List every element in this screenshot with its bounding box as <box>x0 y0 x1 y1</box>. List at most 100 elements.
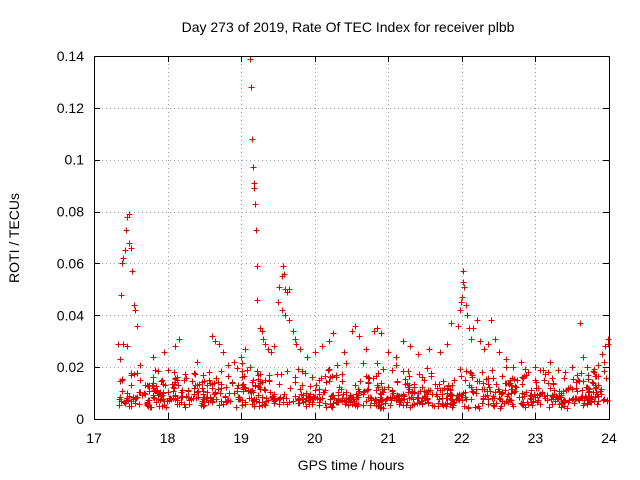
data-point <box>279 307 286 314</box>
data-point <box>393 354 400 361</box>
data-point <box>247 56 254 63</box>
data-point <box>455 323 462 330</box>
data-point <box>209 333 216 340</box>
data-point <box>309 374 316 381</box>
data-point <box>120 255 127 262</box>
data-point <box>591 369 598 376</box>
data-point <box>150 374 157 381</box>
data-point <box>480 380 487 387</box>
data-point <box>200 372 207 379</box>
data-point <box>322 387 329 394</box>
data-point <box>479 400 486 407</box>
data-point <box>330 392 337 399</box>
data-point <box>360 360 367 367</box>
data-point <box>535 385 542 392</box>
data-point <box>385 349 392 356</box>
data-point <box>385 384 392 391</box>
data-point <box>463 368 470 375</box>
data-point <box>312 387 319 394</box>
data-point <box>132 307 139 314</box>
data-point <box>191 385 198 392</box>
data-point <box>216 402 223 409</box>
data-point <box>253 396 260 403</box>
data-point <box>439 387 446 394</box>
data-point <box>122 400 129 407</box>
data-point <box>404 380 411 387</box>
y-tick-label: 0.1 <box>65 152 85 168</box>
data-point <box>325 367 332 374</box>
data-point <box>262 341 269 348</box>
data-point <box>238 354 245 361</box>
data-point <box>120 341 127 348</box>
data-point <box>527 395 534 402</box>
data-point <box>599 351 606 358</box>
data-point <box>161 349 168 356</box>
data-point <box>584 401 591 408</box>
data-point <box>535 397 542 404</box>
data-point <box>493 381 500 388</box>
data-point <box>378 330 385 337</box>
data-point <box>537 401 544 408</box>
data-point <box>281 391 288 398</box>
data-point <box>485 381 492 388</box>
data-point <box>244 367 251 374</box>
data-point <box>576 378 583 385</box>
data-point <box>465 404 472 411</box>
data-point <box>310 393 317 400</box>
data-point <box>365 380 372 387</box>
data-point <box>448 320 455 327</box>
data-point <box>128 372 135 379</box>
data-point <box>322 373 329 380</box>
data-point <box>152 367 159 374</box>
data-point <box>117 394 124 401</box>
data-point <box>153 399 160 406</box>
data-point <box>394 378 401 385</box>
data-point <box>542 371 549 378</box>
data-point <box>250 389 257 396</box>
data-point <box>428 373 435 380</box>
data-point <box>251 185 258 192</box>
data-point <box>323 379 330 386</box>
data-point <box>253 227 260 234</box>
data-point <box>486 384 493 391</box>
data-point <box>371 328 378 335</box>
data-point <box>578 394 585 401</box>
data-point <box>318 375 325 382</box>
data-point <box>290 328 297 335</box>
data-point <box>456 391 463 398</box>
data-point <box>128 245 135 252</box>
data-point <box>466 382 473 389</box>
data-point <box>522 366 529 373</box>
data-point <box>401 396 408 403</box>
data-point <box>303 403 310 410</box>
data-point <box>206 369 213 376</box>
data-point <box>200 391 207 398</box>
data-point <box>286 317 293 324</box>
data-point <box>469 388 476 395</box>
data-point <box>164 398 171 405</box>
data-point <box>218 368 225 375</box>
data-point <box>356 333 363 340</box>
data-point <box>485 341 492 348</box>
data-point <box>571 400 578 407</box>
data-point <box>339 371 346 378</box>
data-point <box>175 382 182 389</box>
data-point <box>414 394 421 401</box>
data-point <box>131 371 138 378</box>
data-point <box>212 338 219 345</box>
y-tick-label: 0.12 <box>57 100 84 116</box>
data-point <box>342 401 349 408</box>
data-point <box>548 396 555 403</box>
data-point <box>239 360 246 367</box>
data-point <box>594 401 601 408</box>
data-point <box>378 380 385 387</box>
data-point <box>472 404 479 411</box>
data-point <box>364 387 371 394</box>
data-point <box>595 362 602 369</box>
data-point <box>566 397 573 404</box>
data-point <box>377 390 384 397</box>
data-point <box>485 375 492 382</box>
data-point <box>257 386 264 393</box>
data-point <box>119 388 126 395</box>
data-point <box>299 382 306 389</box>
